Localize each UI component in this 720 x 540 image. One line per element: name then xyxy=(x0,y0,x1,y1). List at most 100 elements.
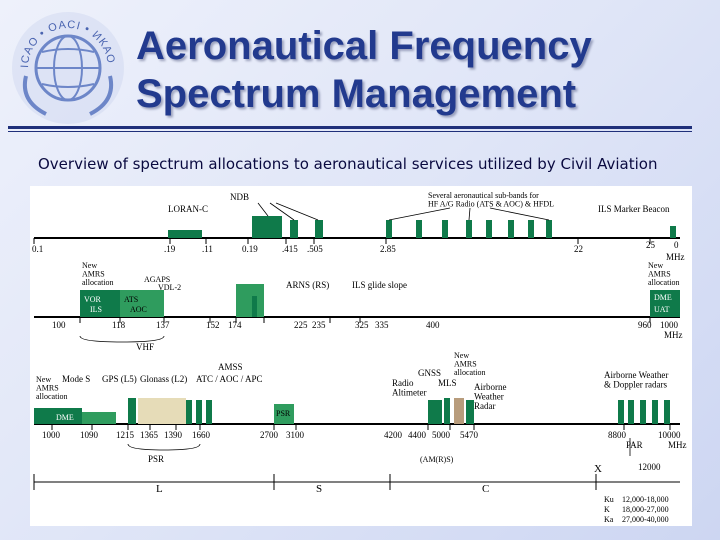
label-dme: DME xyxy=(654,293,672,302)
tick-label: 5000 xyxy=(432,430,451,440)
band-psr-s xyxy=(274,404,294,424)
band-scale xyxy=(33,474,680,490)
band-l: L xyxy=(156,483,163,495)
tick-label: .415 xyxy=(282,244,298,254)
band-ka: Ka xyxy=(604,515,614,524)
label-hf: Several aeronautical sub-bands for HF A/G… xyxy=(428,191,554,208)
band-ndb xyxy=(252,216,282,238)
band-hf-1 xyxy=(290,220,298,238)
label-loran: LORAN-C xyxy=(168,204,208,214)
tick-label: 174 xyxy=(228,320,242,330)
label-vdl2: VDL-2 xyxy=(158,283,181,292)
band-legend-values: Ku 12,000-18,000 K 18,000-27,000 Ka 27,0… xyxy=(604,495,669,524)
label-marker: ILS Marker Beacon xyxy=(598,204,670,214)
title-rule xyxy=(8,126,692,129)
tick-label: 960 xyxy=(638,320,652,330)
row2-bands xyxy=(80,284,680,317)
label-gnss: GNSS xyxy=(418,368,441,378)
band-dme-l xyxy=(34,408,82,424)
tick-label: 0 xyxy=(674,240,679,250)
tick-label: 8800 xyxy=(608,430,627,440)
band-gnss-l xyxy=(138,398,186,424)
band-ats-aoc xyxy=(120,290,164,317)
tick-label: 1000 xyxy=(42,430,61,440)
label-modes: Mode S xyxy=(62,374,90,384)
band-c: C xyxy=(482,483,489,495)
tick-label: 137 xyxy=(156,320,170,330)
label-gps: GPS (L5) xyxy=(102,374,137,384)
tick-label: 1215 xyxy=(116,430,135,440)
band-hf-9 xyxy=(528,220,534,238)
label-x-val: 12000 xyxy=(638,462,661,472)
band-loran xyxy=(168,230,202,238)
tick-label: 152 xyxy=(206,320,220,330)
title-rule-thin xyxy=(8,131,692,132)
band-marker xyxy=(670,226,676,238)
row2-labels: New AMRS allocation AGAPS VDL-2 VOR ILS AT… xyxy=(82,261,680,352)
row3-labels: New AMRS allocation Mode S GPS (L5) Glonas… xyxy=(36,351,668,475)
slide-subtitle: Overview of spectrum allocations to aero… xyxy=(38,155,658,173)
label-amss: AMSS xyxy=(218,362,243,372)
row1-tick-labels: 0.1 .19 .11 0.19 .415 .505 2.85 22 25 0 … xyxy=(32,240,685,262)
tick-label: 1365 xyxy=(140,430,159,440)
band-ka-val: 27,000-40,000 xyxy=(622,515,669,524)
tick-label: 22 xyxy=(574,244,583,254)
band-hf-4 xyxy=(416,220,422,238)
tick-label: 2.85 xyxy=(380,244,396,254)
band-amss-2 xyxy=(196,400,202,424)
row2-tick-labels: 100 118 137 152 174 225 235 325 335 400 … xyxy=(52,320,683,340)
tick-label: 225 xyxy=(294,320,308,330)
band-weather-4 xyxy=(652,400,658,424)
tick-label: 1390 xyxy=(164,430,183,440)
band-k: K xyxy=(604,505,610,514)
tick-label: 1090 xyxy=(80,430,99,440)
slide-title: Aeronautical Frequency Spectrum Manageme… xyxy=(136,22,696,118)
band-amss-3 xyxy=(206,400,212,424)
title-line-1: Aeronautical Frequency xyxy=(136,24,592,68)
tick-label: 100 xyxy=(52,320,66,330)
band-ku: Ku xyxy=(604,495,614,504)
band-hf-6 xyxy=(466,220,472,238)
band-airborne xyxy=(466,400,474,424)
band-weather-2 xyxy=(628,400,634,424)
band-dme-uat xyxy=(650,290,680,317)
band-arns-rs xyxy=(252,296,257,317)
tick-label: 4200 xyxy=(384,430,403,440)
label-par: PAR xyxy=(626,440,643,450)
tick-label: 1000 xyxy=(660,320,679,330)
band-weather-5 xyxy=(664,400,670,424)
label-ats: ATS xyxy=(124,295,138,304)
tick-label: 25 xyxy=(646,240,656,250)
tick-label: 0.19 xyxy=(242,244,258,254)
label-amrs: (AM(R)S) xyxy=(420,455,454,464)
vhf-brace xyxy=(79,335,165,343)
row1-bands xyxy=(168,216,676,238)
tick-label: .11 xyxy=(202,244,213,254)
tick-label: 2700 xyxy=(260,430,279,440)
row3-unit: MHz xyxy=(668,440,687,450)
tick-label: 1660 xyxy=(192,430,211,440)
band-weather-3 xyxy=(640,400,646,424)
label-dme-l: DME xyxy=(56,413,74,422)
psr-brace xyxy=(127,443,201,451)
row1-arrows xyxy=(257,202,550,221)
tick-label: 10000 xyxy=(658,430,681,440)
tick-label: .19 xyxy=(164,244,176,254)
band-hf-10 xyxy=(546,220,552,238)
row1-labels: LORAN-C NDB Several aeronautical sub-ban… xyxy=(168,191,670,214)
band-amss-1 xyxy=(186,400,192,424)
band-radio-alt xyxy=(428,400,442,424)
label-agaps: AGAPS xyxy=(144,275,170,284)
band-arns xyxy=(236,284,264,317)
label-new-right: New AMRS allocation xyxy=(648,261,680,287)
row2-unit: MHz xyxy=(664,330,683,340)
row1-ticks xyxy=(33,238,651,244)
tick-label: 5470 xyxy=(460,430,479,440)
band-legend: L S C xyxy=(156,483,489,495)
band-modes xyxy=(128,398,136,424)
row3-ticks xyxy=(51,424,671,430)
label-new-amrs2: New AMRS allocation xyxy=(454,351,486,377)
label-mls: MLS xyxy=(438,378,457,388)
label-ils: ILS xyxy=(90,305,102,314)
label-radio-alt: Radio Altimeter xyxy=(392,378,427,398)
